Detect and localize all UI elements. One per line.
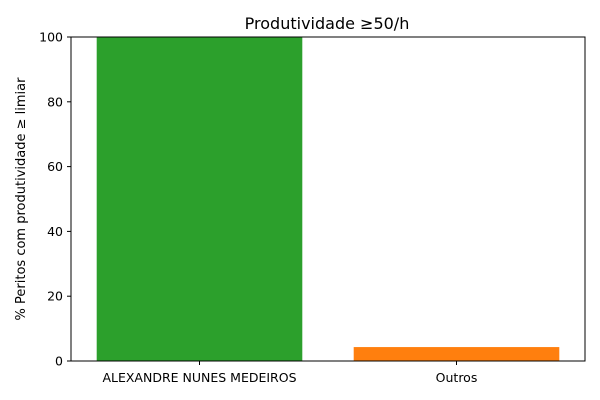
x-tick-label: Outros xyxy=(436,370,478,385)
y-tick-label: 100 xyxy=(39,30,63,45)
plot-area: ALEXANDRE NUNES MEDEIROS Outros 0 20 40 60 80 1… xyxy=(39,30,586,385)
bar-2 xyxy=(353,347,560,361)
y-tick-label: 0 xyxy=(55,354,63,369)
bar-1 xyxy=(96,37,303,361)
axes-frame xyxy=(70,36,586,362)
y-tick-label: 20 xyxy=(47,289,63,304)
y-tick-label: 60 xyxy=(47,159,63,174)
chart-title: Produtividade ≥50/h xyxy=(245,14,410,33)
x-tick-label: ALEXANDRE NUNES MEDEIROS xyxy=(102,370,296,385)
y-tick-label: 40 xyxy=(47,224,63,239)
y-axis-label: % Peritos com produtividade ≥ limiar xyxy=(14,77,29,321)
y-tick-label: 80 xyxy=(47,94,63,109)
